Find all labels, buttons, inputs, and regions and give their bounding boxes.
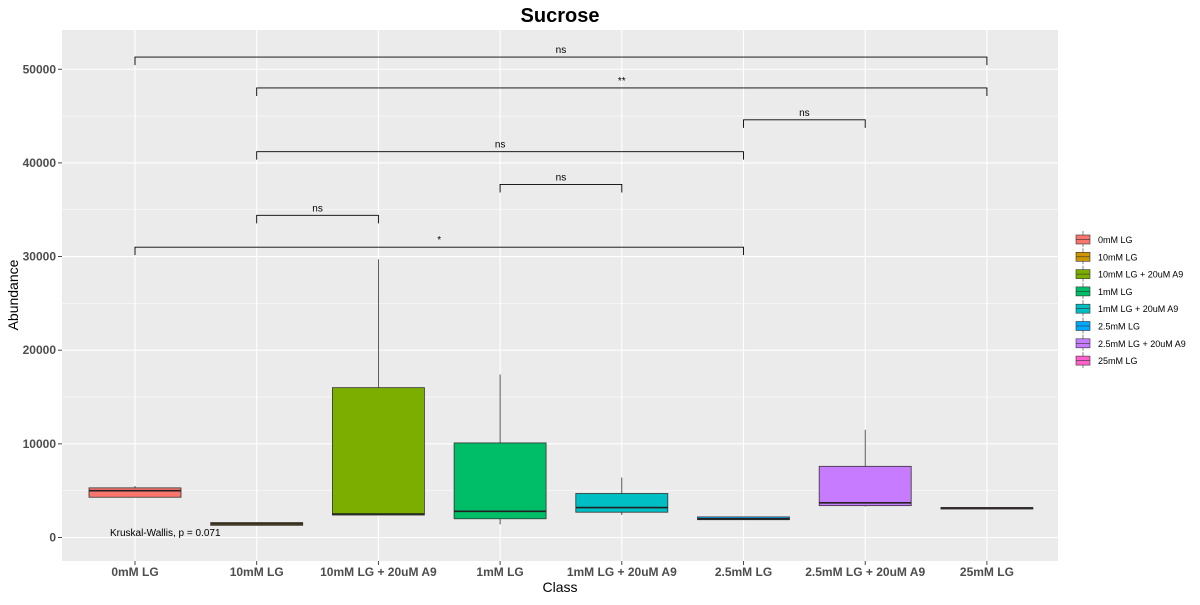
- bracket-label: ns: [312, 203, 323, 214]
- bracket-label: *: [437, 235, 441, 246]
- legend-item: 10mM LG + 20uM A9: [1075, 265, 1183, 282]
- y-axis: 0 10000 20000 30000 40000 50000: [23, 62, 62, 545]
- legend-item: 25mM LG: [1075, 352, 1138, 369]
- bracket: ns: [134, 45, 988, 66]
- x-tick-label: 10mM LG: [230, 565, 284, 579]
- legend-item: 2.5mM LG: [1075, 317, 1140, 334]
- y-tick-label: 0: [49, 531, 56, 545]
- bracket-line: [743, 119, 866, 128]
- legend-label: 1mM LG + 20uM A9: [1098, 304, 1178, 314]
- bracket-label: ns: [556, 172, 567, 183]
- y-tick-label: 10000: [23, 437, 57, 451]
- x-tick-label: 2.5mM LG: [715, 565, 772, 579]
- bracket: *: [134, 235, 744, 256]
- box-5: [575, 477, 669, 516]
- box-body: [331, 387, 425, 516]
- legend-label: 10mM LG: [1098, 252, 1138, 262]
- bracket-line: [256, 214, 379, 224]
- box-body: [818, 465, 912, 507]
- box-body: [575, 493, 669, 513]
- x-tick-label: 1mM LG: [476, 565, 523, 579]
- bracket-line: [256, 151, 744, 160]
- box-8: [940, 507, 1034, 510]
- legend-label: 2.5mM LG: [1098, 322, 1140, 332]
- kruskal-wallis-annotation: Kruskal-Wallis, p = 0.071: [110, 528, 221, 539]
- x-axis: 0mM LG 10mM LG 10mM LG + 20uM A9 1mM LG 1mM …: [111, 561, 1014, 579]
- box-series: [88, 259, 1034, 526]
- bracket-line: [256, 87, 988, 96]
- box-7: [818, 429, 912, 507]
- box-4: [453, 374, 547, 525]
- bracket-label: ns: [495, 140, 506, 151]
- box-6: [697, 516, 790, 521]
- legend-item: 1mM LG: [1075, 282, 1133, 299]
- box-body: [88, 487, 182, 498]
- box-3: [331, 259, 425, 516]
- box-body: [453, 442, 547, 520]
- legend-label: 2.5mM LG + 20uM A9: [1098, 339, 1186, 349]
- x-tick-label: 2.5mM LG + 20uM A9: [805, 565, 925, 579]
- bracket: ns: [256, 203, 379, 224]
- y-tick-label: 50000: [23, 62, 57, 76]
- chart-title: Sucrose: [521, 5, 600, 27]
- bracket-label: **: [618, 76, 626, 87]
- x-tick-label: 1mM LG + 20uM A9: [567, 565, 677, 579]
- bracket-line: [134, 246, 744, 256]
- x-tick-label: 10mM LG + 20uM A9: [320, 565, 437, 579]
- y-tick-label: 20000: [23, 343, 57, 357]
- bracket-line: [134, 56, 988, 66]
- legend-item: 10mM LG: [1075, 248, 1138, 265]
- comparison-brackets: ns ** ns ns ns ns *: [134, 45, 988, 256]
- x-tick-label: 0mM LG: [111, 565, 158, 579]
- legend-item: 0mM LG: [1075, 231, 1133, 247]
- bracket-line: [499, 183, 623, 193]
- box-1: [88, 485, 182, 498]
- legend-item: 2.5mM LG + 20uM A9: [1075, 334, 1186, 351]
- bracket: ns: [256, 140, 744, 160]
- legend-label: 10mM LG + 20uM A9: [1098, 270, 1183, 280]
- y-tick-label: 30000: [23, 250, 57, 264]
- bracket: ns: [743, 108, 866, 128]
- legend-label: 1mM LG: [1098, 287, 1133, 297]
- grid-lines: [62, 30, 1058, 561]
- bracket: **: [256, 76, 988, 96]
- legend-item: 1mM LG + 20uM A9: [1075, 300, 1178, 317]
- legend-label: 0mM LG: [1098, 235, 1133, 245]
- y-tick-label: 40000: [23, 156, 57, 170]
- box-2: [210, 522, 304, 526]
- x-axis-title: Class: [542, 579, 577, 595]
- y-axis-title: Abundance: [5, 259, 21, 330]
- legend-label: 25mM LG: [1098, 356, 1138, 366]
- bracket-label: ns: [556, 45, 567, 56]
- bracket-label: ns: [799, 108, 810, 119]
- x-tick-label: 25mM LG: [960, 565, 1014, 579]
- bracket: ns: [499, 172, 623, 193]
- legend: 0mM LG 10mM LG 10mM LG + 20uM A9 1mM LG 1mM …: [1075, 231, 1186, 369]
